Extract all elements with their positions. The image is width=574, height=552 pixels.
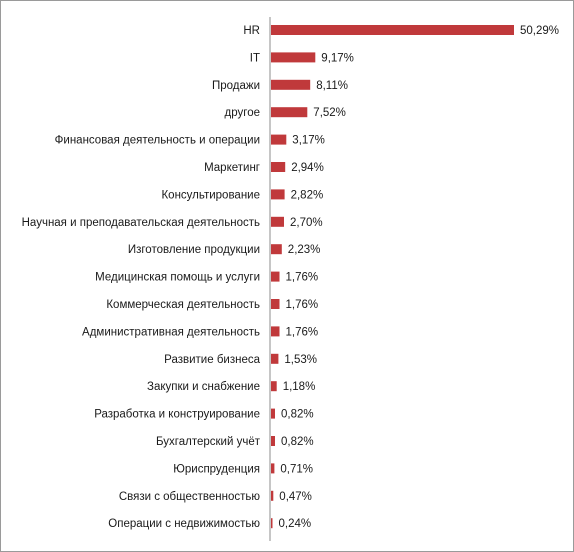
bar — [271, 244, 282, 255]
value-label: 2,70% — [290, 217, 323, 229]
value-label: 0,82% — [281, 436, 314, 448]
bar — [271, 353, 279, 364]
bar — [271, 271, 280, 282]
category-label: Закупки и снабжение — [147, 381, 260, 393]
value-label: 1,18% — [283, 381, 316, 393]
value-label: 0,24% — [279, 518, 312, 530]
category-labels-group: HR IT Продажи другое Финансовая деятельность… — [22, 25, 261, 530]
value-label: 0,47% — [279, 491, 312, 503]
bar — [271, 79, 311, 90]
value-label: 1,53% — [284, 354, 317, 366]
value-label: 9,17% — [321, 52, 354, 64]
value-label: 7,52% — [313, 107, 346, 119]
bar — [271, 107, 308, 118]
category-label: Продажи — [212, 80, 260, 92]
value-label: 2,94% — [291, 162, 324, 174]
bar — [271, 162, 286, 172]
category-label: Связи с общественностью — [119, 491, 261, 503]
category-label: Научная и преподавательская деятельность — [22, 217, 260, 229]
value-label: 0,82% — [281, 409, 314, 421]
value-label: 0,71% — [280, 463, 313, 475]
bar — [271, 326, 280, 337]
value-label: 1,76% — [286, 299, 319, 311]
category-label: IT — [250, 52, 260, 64]
value-label: 1,76% — [286, 326, 319, 338]
category-label: Бухгалтерский учёт — [156, 436, 261, 448]
bar — [271, 134, 287, 145]
category-label: Административная деятельность — [82, 326, 260, 338]
category-label: Коммерческая деятельность — [106, 299, 260, 311]
bar — [271, 518, 273, 529]
category-label: HR — [243, 25, 260, 37]
bar — [271, 490, 274, 501]
value-labels-group: 50,29% 9,17% 8,11% 7,52% 3,17% 2,94% 2,82% 2,70… — [279, 25, 560, 530]
bar — [271, 408, 275, 419]
bar — [271, 189, 285, 200]
bar — [271, 463, 275, 474]
bars-group — [271, 25, 514, 529]
category-label: Операции с недвижимостью — [108, 518, 260, 530]
category-label: Маркетинг — [204, 162, 260, 174]
value-label: 1,76% — [286, 272, 319, 284]
bar — [271, 52, 316, 63]
value-label: 2,82% — [291, 189, 324, 201]
category-label: Развитие бизнеса — [164, 354, 260, 366]
value-label: 50,29% — [520, 25, 559, 37]
bar — [271, 25, 514, 35]
bar — [271, 381, 277, 392]
category-label: другое — [225, 107, 260, 119]
category-label: Изготовление продукции — [128, 244, 260, 256]
bar — [271, 216, 284, 227]
category-label: Разработка и конструирование — [94, 409, 260, 421]
bar — [271, 436, 275, 446]
value-label: 2,23% — [288, 244, 321, 256]
category-label: Консультирование — [161, 189, 260, 201]
category-label: Медицинская помощь и услуги — [95, 272, 260, 284]
value-label: 8,11% — [316, 80, 348, 92]
category-label: Финансовая деятельность и операции — [55, 135, 260, 147]
value-label: 3,17% — [292, 135, 325, 147]
category-label: Юриспруденция — [173, 463, 260, 475]
bar — [271, 299, 280, 309]
